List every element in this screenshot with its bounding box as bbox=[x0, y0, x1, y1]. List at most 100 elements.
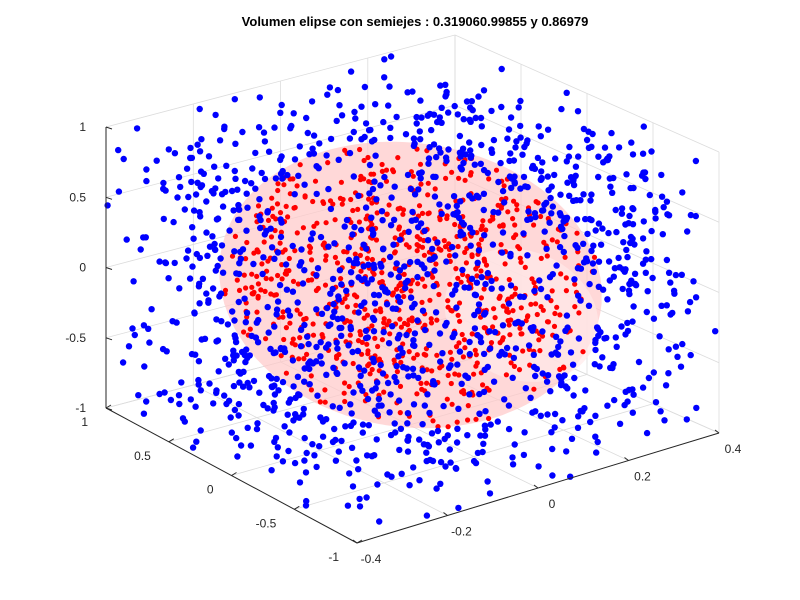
outside-point bbox=[450, 211, 457, 218]
x-tick-mark bbox=[533, 484, 539, 489]
outside-point bbox=[261, 138, 269, 145]
outside-point bbox=[359, 387, 366, 394]
outside-point bbox=[671, 290, 678, 297]
outside-point bbox=[648, 148, 655, 155]
outside-point bbox=[488, 277, 495, 285]
outside-point bbox=[663, 198, 671, 205]
outside-point bbox=[371, 452, 378, 459]
outside-point bbox=[402, 131, 410, 138]
outside-point bbox=[464, 432, 471, 439]
inside-point bbox=[244, 239, 250, 246]
inside-point bbox=[365, 154, 371, 161]
inside-point bbox=[297, 162, 303, 168]
outside-point bbox=[601, 144, 609, 151]
outside-point bbox=[546, 219, 553, 226]
inside-point bbox=[528, 301, 534, 307]
outside-point bbox=[442, 463, 449, 470]
outside-point bbox=[250, 260, 257, 268]
outside-point bbox=[665, 346, 672, 353]
inside-point bbox=[433, 261, 439, 267]
outside-point bbox=[659, 231, 666, 238]
outside-point bbox=[674, 353, 681, 360]
outside-point bbox=[612, 334, 619, 341]
y-tick-mark bbox=[231, 472, 237, 476]
outside-point bbox=[520, 451, 528, 459]
inside-point bbox=[529, 276, 535, 282]
outside-point bbox=[574, 108, 582, 115]
outside-point bbox=[613, 343, 620, 350]
outside-point bbox=[613, 228, 620, 236]
outside-point bbox=[604, 402, 611, 409]
outside-point bbox=[167, 396, 175, 404]
inside-point bbox=[394, 369, 400, 375]
outside-point bbox=[583, 136, 591, 144]
outside-point bbox=[530, 351, 537, 358]
outside-point bbox=[379, 370, 387, 377]
inside-point bbox=[474, 360, 480, 366]
outside-point bbox=[282, 261, 290, 268]
inside-point bbox=[500, 303, 506, 309]
outside-point bbox=[123, 236, 130, 243]
inside-point bbox=[456, 175, 462, 181]
outside-point bbox=[246, 384, 253, 391]
outside-point bbox=[591, 361, 598, 368]
outside-point bbox=[484, 169, 491, 177]
outside-point bbox=[597, 241, 605, 248]
outside-point bbox=[481, 366, 488, 373]
outside-point bbox=[404, 437, 411, 444]
outside-point bbox=[333, 339, 340, 346]
inside-point bbox=[376, 356, 382, 362]
outside-point bbox=[350, 128, 357, 136]
outside-point bbox=[242, 319, 249, 326]
outside-point bbox=[478, 123, 485, 130]
inside-point bbox=[397, 205, 403, 211]
outside-point bbox=[334, 86, 342, 94]
outside-point bbox=[178, 379, 185, 386]
outside-point bbox=[194, 141, 201, 148]
inside-point bbox=[414, 234, 420, 240]
outside-point bbox=[381, 74, 388, 81]
inside-point bbox=[341, 390, 347, 396]
outside-point bbox=[469, 195, 476, 202]
outside-point bbox=[527, 215, 534, 223]
outside-point bbox=[478, 141, 485, 149]
outside-point bbox=[389, 305, 396, 312]
outside-point bbox=[397, 425, 405, 432]
outside-point bbox=[345, 342, 352, 349]
outside-point bbox=[272, 434, 280, 442]
outside-point bbox=[156, 390, 163, 398]
outside-point bbox=[419, 367, 426, 374]
outside-point bbox=[311, 452, 318, 459]
outside-point bbox=[536, 277, 543, 284]
inside-point bbox=[478, 295, 484, 301]
outside-point bbox=[466, 338, 473, 346]
outside-point bbox=[188, 154, 196, 162]
outside-point bbox=[314, 265, 322, 272]
inside-point bbox=[454, 419, 460, 425]
outside-point bbox=[325, 243, 332, 250]
outside-point bbox=[466, 350, 473, 358]
outside-point bbox=[313, 272, 320, 279]
inside-point bbox=[350, 360, 356, 367]
outside-point bbox=[431, 193, 439, 200]
outside-point bbox=[298, 246, 305, 253]
outside-point bbox=[506, 173, 514, 180]
outside-point bbox=[561, 232, 568, 240]
outside-point bbox=[324, 91, 331, 98]
outside-point bbox=[186, 275, 194, 282]
outside-point bbox=[639, 235, 647, 242]
inside-point bbox=[576, 310, 582, 316]
inside-point bbox=[476, 241, 482, 247]
inside-point bbox=[445, 372, 451, 378]
inside-point bbox=[512, 291, 518, 297]
outside-point bbox=[338, 281, 345, 288]
outside-point bbox=[575, 153, 582, 160]
inside-point bbox=[379, 270, 385, 276]
outside-point bbox=[234, 186, 241, 193]
outside-point bbox=[475, 194, 482, 201]
outside-point bbox=[385, 102, 392, 109]
inside-point bbox=[320, 199, 326, 205]
outside-point bbox=[232, 338, 240, 346]
outside-point bbox=[692, 212, 699, 220]
outside-point bbox=[231, 332, 238, 339]
